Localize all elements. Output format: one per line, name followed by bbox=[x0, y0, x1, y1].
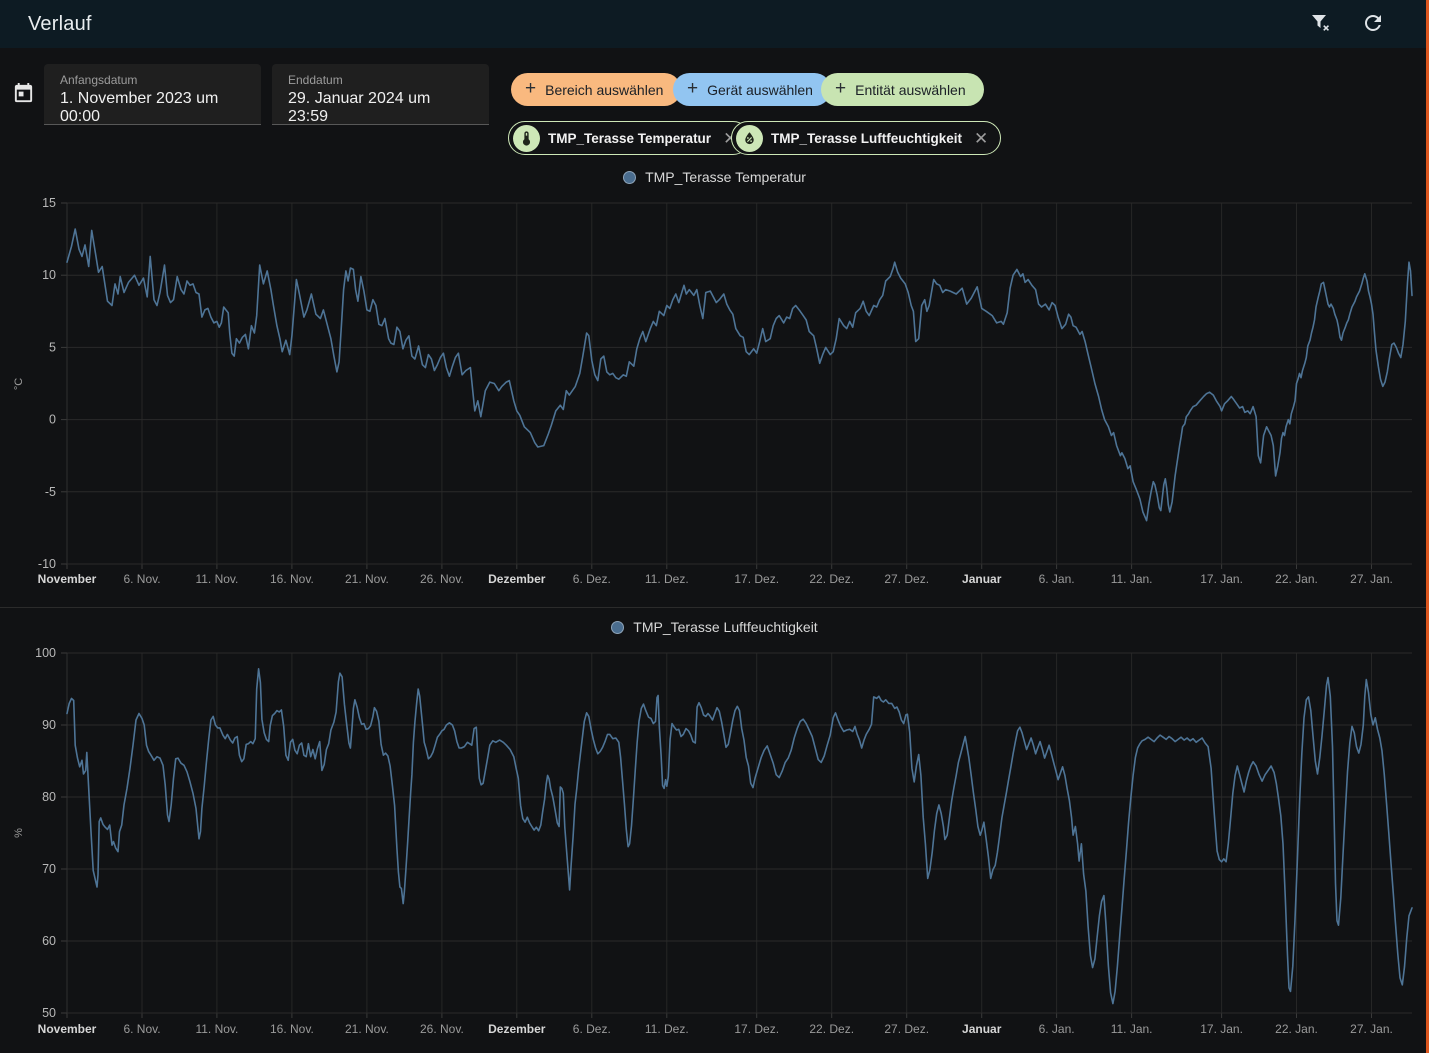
x-axis-tick-label: 6. Dez. bbox=[573, 572, 611, 586]
humidity-chart[interactable]: November 6. Nov. 11. Nov. 16. Nov. 21. Nov. 2… bbox=[0, 640, 1429, 1053]
entity-chip-label: TMP_Terasse Luftfeuchtigkeit bbox=[771, 131, 962, 146]
x-axis-tick-label: 27. Jan. bbox=[1350, 1022, 1393, 1036]
x-axis-tick-label: 17. Dez. bbox=[734, 1022, 779, 1036]
y-axis-tick-label: 60 bbox=[42, 934, 56, 948]
entity-chip-label: TMP_Terasse Temperatur bbox=[548, 131, 711, 146]
x-axis-tick-label: November bbox=[38, 572, 97, 586]
x-axis-tick-label: 26. Nov. bbox=[420, 572, 464, 586]
x-axis-tick-label: 21. Nov. bbox=[345, 572, 389, 586]
x-axis-tick-label: 17. Jan. bbox=[1200, 572, 1243, 586]
chart-divider bbox=[0, 607, 1429, 608]
app-header: Verlauf bbox=[0, 0, 1429, 48]
legend-label: TMP_Terasse Luftfeuchtigkeit bbox=[633, 619, 817, 635]
legend-marker bbox=[611, 621, 624, 634]
x-axis-tick-label: 16. Nov. bbox=[270, 1022, 314, 1036]
x-axis-tick-label: 17. Dez. bbox=[734, 572, 779, 586]
x-axis-tick-label: Januar bbox=[962, 572, 1002, 586]
end-date-label: Enddatum bbox=[288, 73, 473, 87]
x-axis-tick-label: 26. Nov. bbox=[420, 1022, 464, 1036]
temperature-chart[interactable]: November 6. Nov. 11. Nov. 16. Nov. 21. Nov. 2… bbox=[0, 190, 1429, 610]
refresh-button[interactable] bbox=[1359, 10, 1387, 38]
start-date-value: 1. November 2023 um 00:00 bbox=[60, 90, 245, 126]
y-axis-unit-label: °C bbox=[13, 378, 25, 390]
x-axis-tick-label: 27. Jan. bbox=[1350, 572, 1393, 586]
refresh-icon bbox=[1361, 11, 1385, 38]
y-axis-tick-label: 0 bbox=[49, 413, 56, 427]
y-axis-tick-label: 15 bbox=[42, 196, 56, 210]
x-axis-tick-label: 27. Dez. bbox=[884, 1022, 929, 1036]
y-axis-tick-label: 50 bbox=[42, 1006, 56, 1020]
y-axis-tick-label: 100 bbox=[35, 646, 56, 660]
plus-icon: + bbox=[525, 79, 536, 98]
x-axis-tick-label: 22. Jan. bbox=[1275, 572, 1318, 586]
close-icon[interactable]: ✕ bbox=[970, 130, 988, 147]
x-axis-tick-label: November bbox=[38, 1022, 97, 1036]
x-axis-tick-label: 11. Jan. bbox=[1111, 1022, 1153, 1036]
add-device-label: Gerät auswählen bbox=[707, 82, 813, 98]
header-actions bbox=[1307, 10, 1401, 38]
x-axis-tick-label: 22. Dez. bbox=[809, 572, 854, 586]
humidity-legend[interactable]: TMP_Terasse Luftfeuchtigkeit bbox=[0, 616, 1429, 638]
filter-remove-icon bbox=[1309, 11, 1333, 38]
y-axis-tick-label: -5 bbox=[45, 485, 56, 499]
y-axis-tick-label: 90 bbox=[42, 718, 56, 732]
x-axis-tick-label: 11. Dez. bbox=[645, 572, 689, 586]
add-entity-chip[interactable]: + Entität auswählen bbox=[821, 73, 984, 106]
water-percent-icon bbox=[736, 125, 763, 152]
x-axis-tick-label: Dezember bbox=[488, 572, 546, 586]
x-axis-tick-label: 6. Dez. bbox=[573, 1022, 611, 1036]
calendar-icon[interactable] bbox=[12, 82, 36, 106]
x-axis-tick-label: 11. Nov. bbox=[195, 572, 238, 586]
temperature-legend[interactable]: TMP_Terasse Temperatur bbox=[0, 166, 1429, 188]
end-date-value: 29. Januar 2024 um 23:59 bbox=[288, 90, 473, 126]
x-axis-tick-label: Januar bbox=[962, 1022, 1002, 1036]
x-axis-tick-label: 6. Jan. bbox=[1039, 1022, 1075, 1036]
filter-remove-button[interactable] bbox=[1307, 10, 1335, 38]
x-axis-tick-label: 27. Dez. bbox=[884, 572, 929, 586]
x-axis-tick-label: Dezember bbox=[488, 1022, 546, 1036]
page-title: Verlauf bbox=[28, 13, 92, 36]
x-axis-tick-label: 11. Dez. bbox=[645, 1022, 689, 1036]
humidity-line-series bbox=[67, 669, 1412, 1004]
humidity-chart-svg: November 6. Nov. 11. Nov. 16. Nov. 21. Nov. 2… bbox=[0, 640, 1429, 1053]
x-axis-tick-label: 11. Jan. bbox=[1111, 572, 1153, 586]
temperature-chart-svg: November 6. Nov. 11. Nov. 16. Nov. 21. Nov. 2… bbox=[0, 190, 1429, 610]
x-axis-tick-label: 11. Nov. bbox=[195, 1022, 238, 1036]
y-axis-tick-label: 80 bbox=[42, 790, 56, 804]
y-axis-tick-label: 10 bbox=[42, 268, 56, 282]
x-axis-tick-label: 6. Nov. bbox=[123, 1022, 160, 1036]
temperature-line-series bbox=[67, 229, 1412, 521]
plus-icon: + bbox=[835, 79, 846, 98]
add-device-chip[interactable]: + Gerät auswählen bbox=[673, 73, 831, 106]
start-date-label: Anfangsdatum bbox=[60, 73, 245, 87]
end-date-field[interactable]: Enddatum 29. Januar 2024 um 23:59 bbox=[272, 64, 489, 125]
entity-chip-temperature[interactable]: TMP_Terasse Temperatur ✕ bbox=[508, 121, 750, 155]
x-axis-tick-label: 16. Nov. bbox=[270, 572, 314, 586]
thermometer-icon bbox=[513, 125, 540, 152]
x-axis-tick-label: 22. Jan. bbox=[1275, 1022, 1318, 1036]
x-axis-tick-label: 6. Nov. bbox=[123, 572, 160, 586]
add-entity-label: Entität auswählen bbox=[855, 82, 966, 98]
add-area-chip[interactable]: + Bereich auswählen bbox=[511, 73, 681, 106]
add-area-label: Bereich auswählen bbox=[545, 82, 663, 98]
start-date-field[interactable]: Anfangsdatum 1. November 2023 um 00:00 bbox=[44, 64, 261, 125]
plus-icon: + bbox=[687, 79, 698, 98]
x-axis-tick-label: 21. Nov. bbox=[345, 1022, 389, 1036]
gridlines: November 6. Nov. 11. Nov. 16. Nov. 21. Nov. 2… bbox=[35, 646, 1412, 1036]
y-axis-unit-label: % bbox=[13, 828, 25, 838]
x-axis-tick-label: 17. Jan. bbox=[1200, 1022, 1243, 1036]
y-axis-tick-label: 5 bbox=[49, 340, 56, 354]
y-axis-tick-label: -10 bbox=[38, 557, 56, 571]
x-axis-tick-label: 22. Dez. bbox=[809, 1022, 854, 1036]
x-axis-tick-label: 6. Jan. bbox=[1039, 572, 1075, 586]
legend-marker bbox=[623, 171, 636, 184]
gridlines: November 6. Nov. 11. Nov. 16. Nov. 21. Nov. 2… bbox=[38, 196, 1412, 586]
y-axis-tick-label: 70 bbox=[42, 862, 56, 876]
entity-chip-humidity[interactable]: TMP_Terasse Luftfeuchtigkeit ✕ bbox=[731, 121, 1001, 155]
legend-label: TMP_Terasse Temperatur bbox=[645, 169, 806, 185]
